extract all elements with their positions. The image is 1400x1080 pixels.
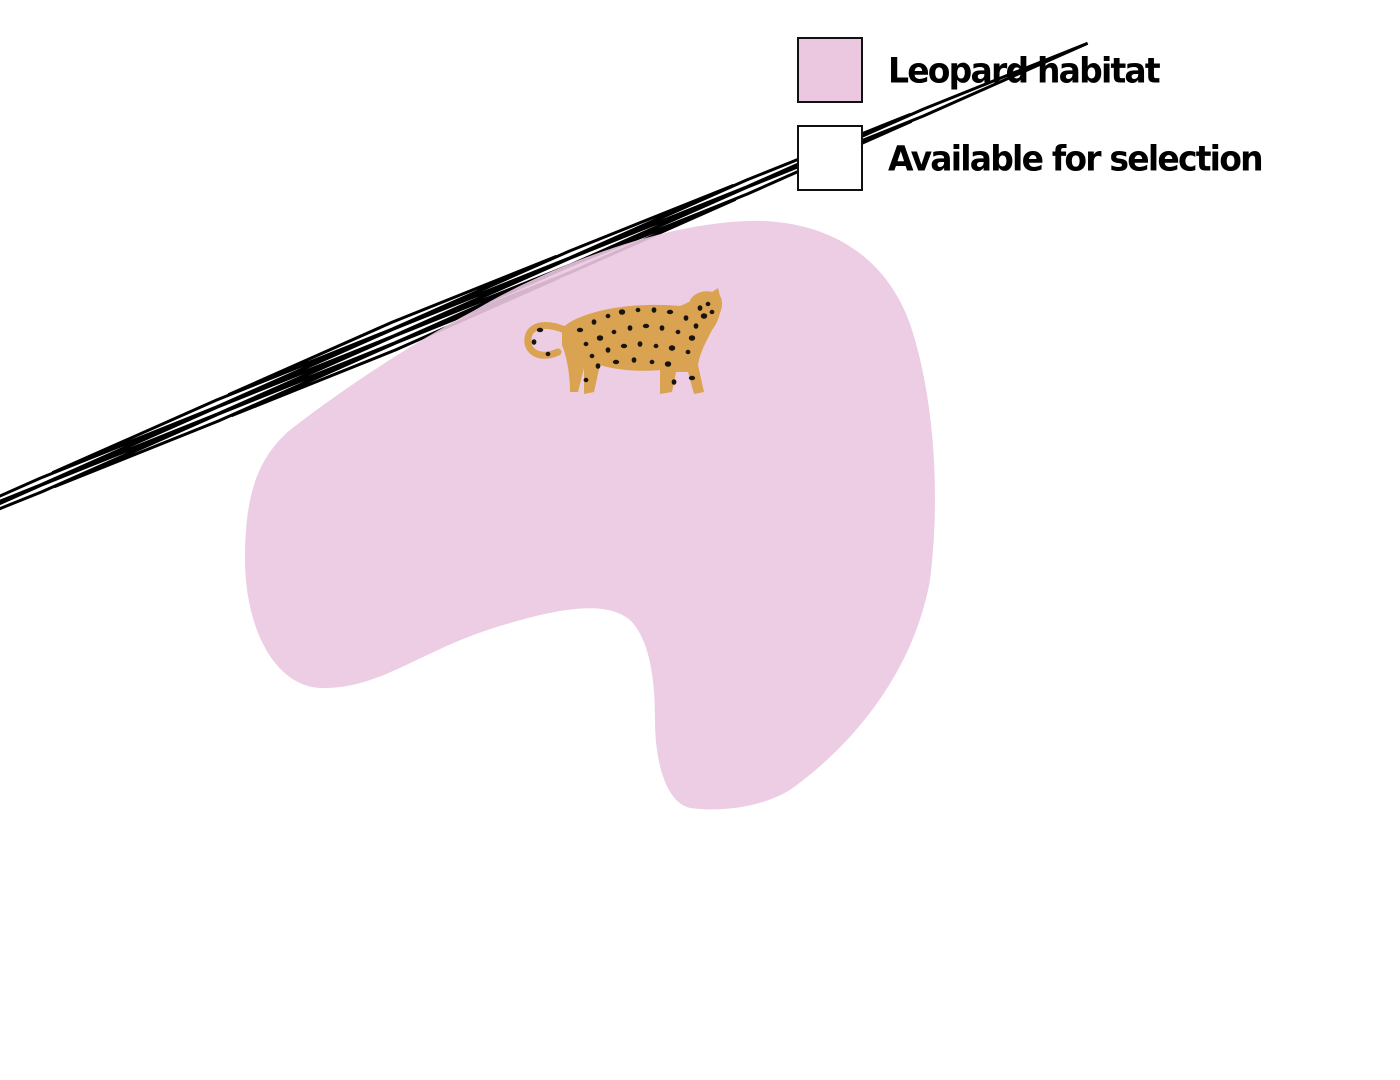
leopard-icon <box>524 288 723 394</box>
legend-swatch-available <box>797 125 863 191</box>
legend: Leopard habitat Available for selection <box>797 36 1264 212</box>
grid-cell-r3-c2 <box>53 346 384 489</box>
legend-item-available: Available for selection <box>797 124 1264 192</box>
legend-label-habitat: Leopard habitat <box>888 49 1161 91</box>
legend-item-leopard-habitat: Leopard habitat <box>797 36 1262 104</box>
legend-swatch-habitat <box>797 37 863 103</box>
leopard-habitat-area <box>245 220 935 810</box>
grid-cell-r3-c0 <box>0 488 30 505</box>
legend-label-available: Available for selection <box>888 137 1264 179</box>
